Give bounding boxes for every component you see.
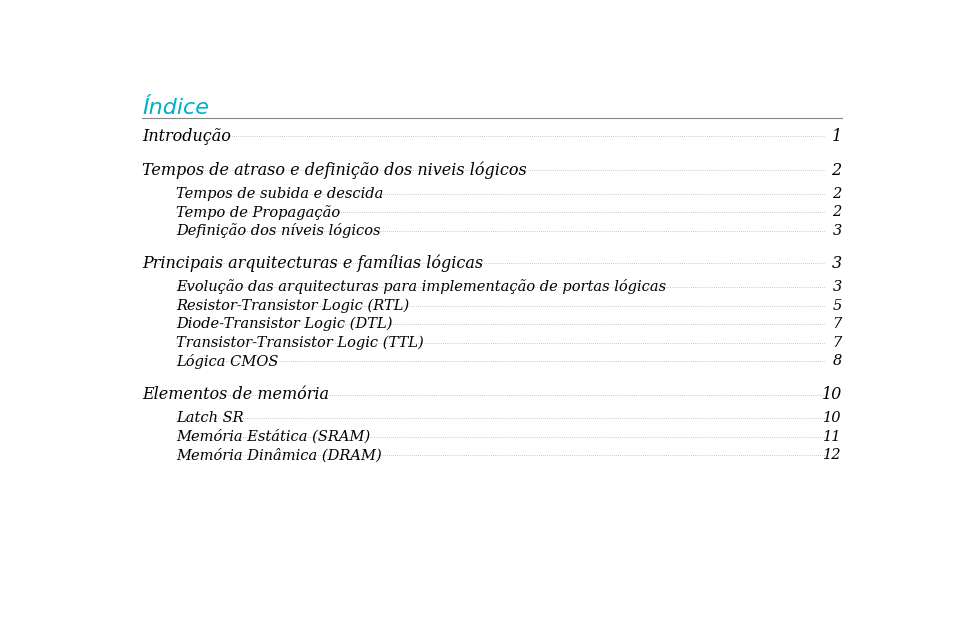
Text: 7: 7: [832, 317, 842, 331]
Text: 3: 3: [832, 280, 842, 294]
Text: Tempos de atraso e definição dos niveis lógicos: Tempos de atraso e definição dos niveis …: [142, 162, 527, 179]
Text: Principais arquitecturas e famílias lógicas: Principais arquitecturas e famílias lógi…: [142, 254, 484, 272]
Text: 3: 3: [832, 224, 842, 238]
Text: Tempos de subida e descida: Tempos de subida e descida: [176, 187, 383, 201]
Text: Elementos de memória: Elementos de memória: [142, 386, 329, 403]
Text: 7: 7: [832, 336, 842, 350]
Text: Definição dos níveis lógicos: Definição dos níveis lógicos: [176, 223, 380, 238]
Text: Introdução: Introdução: [142, 128, 231, 144]
Text: Memória Dinâmica (DRAM): Memória Dinâmica (DRAM): [176, 448, 381, 462]
Text: 5: 5: [832, 298, 842, 312]
Text: 2: 2: [832, 187, 842, 201]
Text: Transistor-Transistor Logic (TTL): Transistor-Transistor Logic (TTL): [176, 336, 423, 350]
Text: 10: 10: [823, 411, 842, 425]
Text: 11: 11: [823, 430, 842, 444]
Text: Tempo de Propagação: Tempo de Propagação: [176, 205, 340, 220]
Text: Índice: Índice: [142, 99, 209, 118]
Text: 2: 2: [832, 205, 842, 219]
Text: Evolução das arquitecturas para implementação de portas lógicas: Evolução das arquitecturas para implemen…: [176, 279, 666, 294]
Text: 12: 12: [823, 448, 842, 462]
Text: Lógica CMOS: Lógica CMOS: [176, 354, 278, 369]
Text: Resistor-Transistor Logic (RTL): Resistor-Transistor Logic (RTL): [176, 298, 409, 313]
Text: 10: 10: [822, 386, 842, 403]
Text: 8: 8: [832, 354, 842, 368]
Text: 1: 1: [831, 128, 842, 144]
Text: Diode-Transistor Logic (DTL): Diode-Transistor Logic (DTL): [176, 317, 393, 331]
Text: 3: 3: [831, 255, 842, 272]
Text: Latch SR: Latch SR: [176, 411, 244, 425]
Text: 2: 2: [831, 162, 842, 179]
Text: Memória Estática (SRAM): Memória Estática (SRAM): [176, 429, 370, 444]
